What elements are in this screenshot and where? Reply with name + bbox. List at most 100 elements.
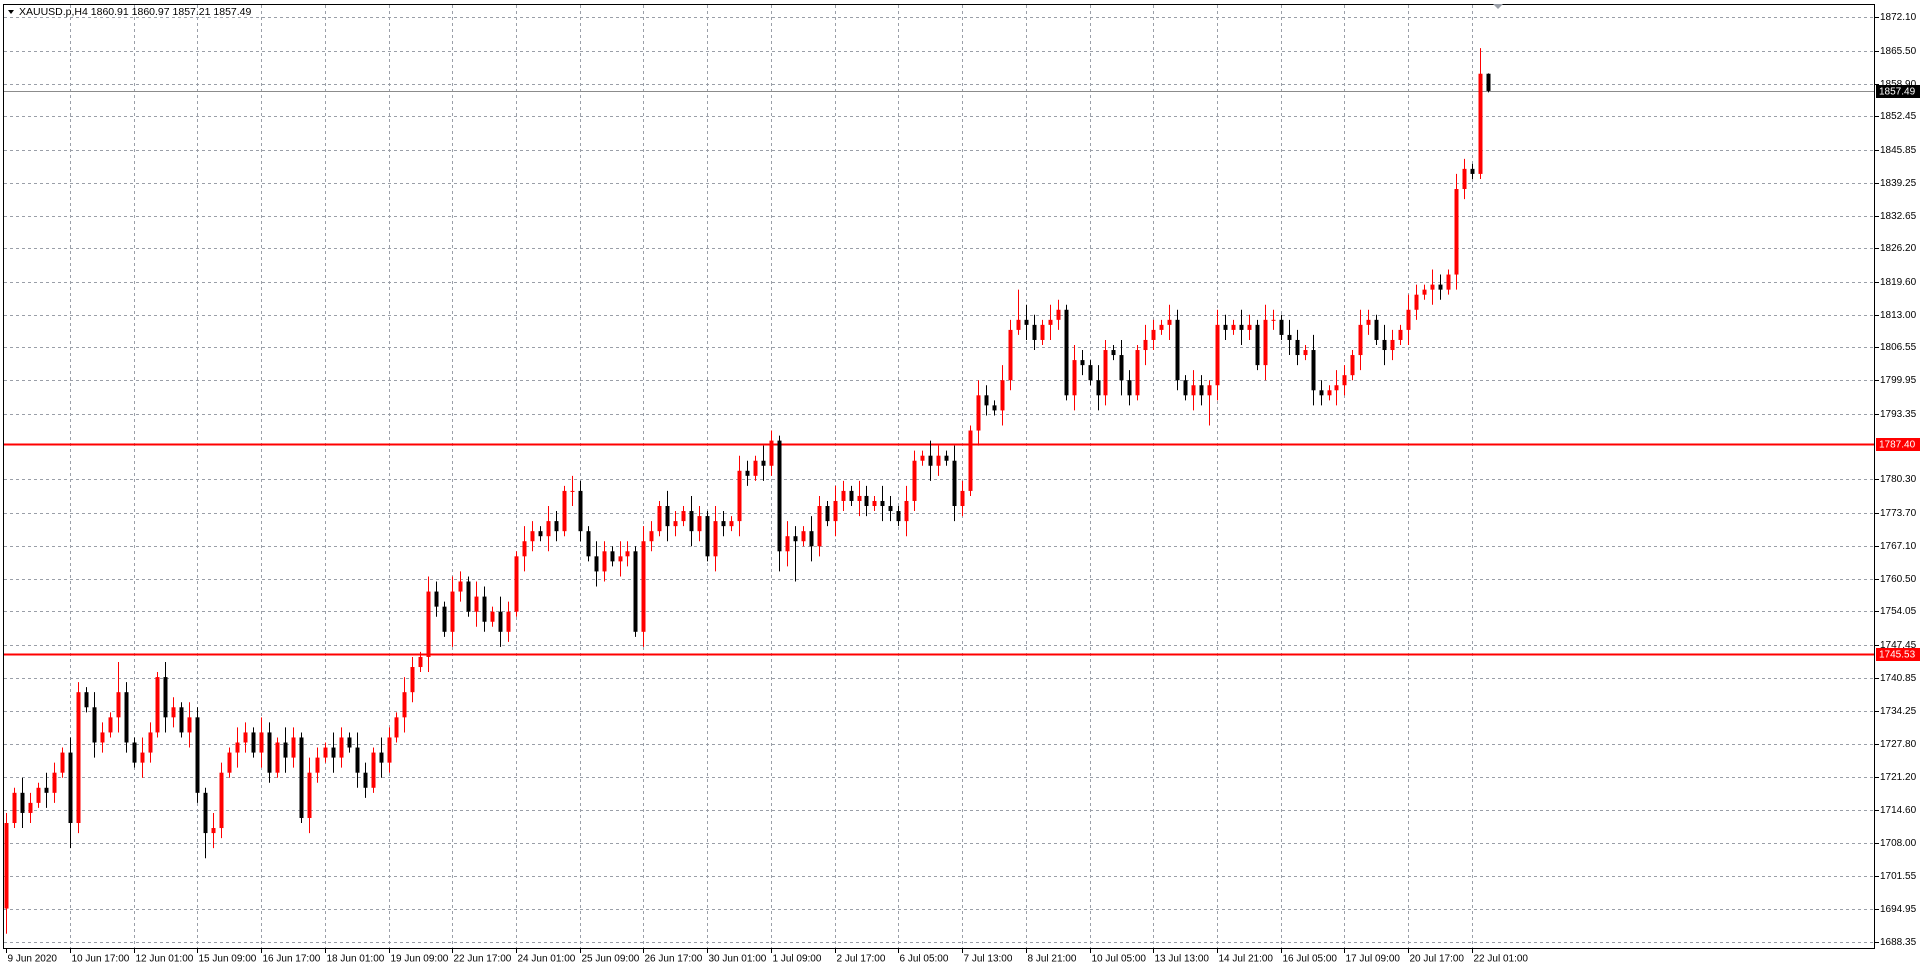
y-tick-label: 1826.20: [1880, 243, 1917, 254]
candle-body: [1271, 319, 1276, 321]
x-tick-label: 13 Jul 13:00: [1155, 954, 1210, 965]
x-tick-label: 10 Jul 05:00: [1092, 954, 1147, 965]
candle-body: [1247, 324, 1252, 330]
candle-body: [1382, 339, 1387, 351]
x-tick-label: 30 Jun 01:00: [709, 954, 767, 965]
y-tick-label: 1813.00: [1880, 310, 1917, 321]
candle-body: [291, 737, 296, 758]
candle-body: [379, 752, 384, 763]
candle-body: [100, 732, 105, 743]
y-tick-label: 1708.00: [1880, 838, 1917, 849]
candle-body: [203, 792, 208, 834]
y-tick-label: 1694.95: [1880, 904, 1917, 915]
candle-body: [578, 490, 583, 532]
candle-body: [1167, 319, 1172, 325]
candle-body: [1008, 329, 1013, 381]
candle-body: [132, 742, 137, 763]
candle-body: [960, 490, 965, 507]
x-tick-label: 1 Jul 09:00: [773, 954, 822, 965]
y-tick-label: 1793.35: [1880, 409, 1917, 420]
candle-body: [12, 792, 17, 824]
candle-body: [737, 470, 742, 522]
candle-body: [1127, 380, 1132, 396]
candle-body: [1311, 350, 1316, 391]
level-label-box: [1876, 85, 1920, 98]
y-tick-label: 1872.10: [1880, 12, 1917, 23]
y-tick-label: 1740.85: [1880, 673, 1917, 684]
candle-body: [1096, 380, 1101, 396]
candle-body: [1080, 360, 1085, 366]
candle-body: [498, 611, 503, 632]
candle-body: [538, 531, 543, 537]
candle-body: [888, 506, 893, 512]
candle-body: [825, 506, 830, 522]
candle-body: [355, 747, 360, 773]
candle-body: [155, 677, 160, 733]
candle-body: [761, 460, 766, 466]
candle-body: [602, 551, 607, 572]
chart-title: XAUUSD.p,H4 1860.91 1860.97 1857.21 1857…: [19, 6, 252, 18]
candle-body: [936, 455, 941, 466]
candle-body: [1470, 168, 1475, 174]
candle-body: [211, 828, 216, 834]
level-lines: [4, 91, 1875, 656]
y-tick-label: 1734.25: [1880, 706, 1917, 717]
candle-body: [1446, 274, 1451, 290]
candle-body: [1103, 350, 1108, 396]
candle-body: [673, 521, 678, 527]
candle-body: [801, 531, 806, 542]
candle-body: [1279, 319, 1284, 335]
candle-body: [84, 692, 89, 708]
x-tick-label: 7 Jul 13:00: [964, 954, 1013, 965]
y-tick-label: 1858.90: [1880, 79, 1917, 90]
candle-body: [251, 732, 256, 753]
y-tick-label: 1701.55: [1880, 871, 1917, 882]
candle-body: [1342, 375, 1347, 386]
y-tick-label: 1767.10: [1880, 541, 1917, 552]
candle-body: [482, 596, 487, 622]
candle-body: [809, 531, 814, 547]
level-label: 1857.49: [1879, 87, 1916, 98]
candle-body: [968, 430, 973, 491]
candle-body: [1334, 385, 1339, 391]
grid: [4, 5, 1875, 948]
candle-body: [1366, 319, 1371, 325]
candle-body: [116, 692, 121, 718]
candle-body: [1374, 319, 1379, 340]
candle-body: [267, 732, 272, 773]
candle-body: [163, 677, 168, 718]
menu-triangle[interactable]: [8, 10, 14, 14]
candle-body: [1032, 324, 1037, 340]
candle-body: [864, 495, 869, 507]
shift-marker: [1493, 4, 1503, 9]
candle-body: [1287, 334, 1292, 340]
candle-body: [1486, 73, 1491, 91]
candle-body: [1111, 350, 1116, 356]
y-tick-label: 1773.70: [1880, 508, 1917, 519]
y-tick-label: 1760.50: [1880, 574, 1917, 585]
candle-body: [625, 551, 630, 557]
candle-body: [713, 521, 718, 557]
candle-body: [394, 717, 399, 738]
x-tick-label: 20 Jul 17:00: [1410, 954, 1465, 965]
candle-body: [52, 772, 57, 793]
candle-body: [1199, 385, 1204, 396]
candle-body: [562, 490, 567, 532]
candle-body: [1056, 309, 1061, 320]
candle-body: [1072, 360, 1077, 396]
candle-body: [1327, 390, 1332, 396]
candle-body: [1454, 189, 1459, 275]
candle-body: [1350, 355, 1355, 376]
candle-body: [283, 742, 288, 758]
x-tick-label: 12 Jun 01:00: [136, 954, 194, 965]
candle-body: [1422, 289, 1427, 295]
x-tick-label: 2 Jul 17:00: [837, 954, 886, 965]
candle-body: [299, 737, 304, 818]
candle-body: [76, 692, 81, 824]
candle-body: [984, 395, 989, 406]
candle-body: [92, 707, 97, 743]
x-tick-label: 24 Jun 01:00: [518, 954, 576, 965]
candle-body: [387, 737, 392, 763]
candle-body: [1207, 385, 1212, 396]
